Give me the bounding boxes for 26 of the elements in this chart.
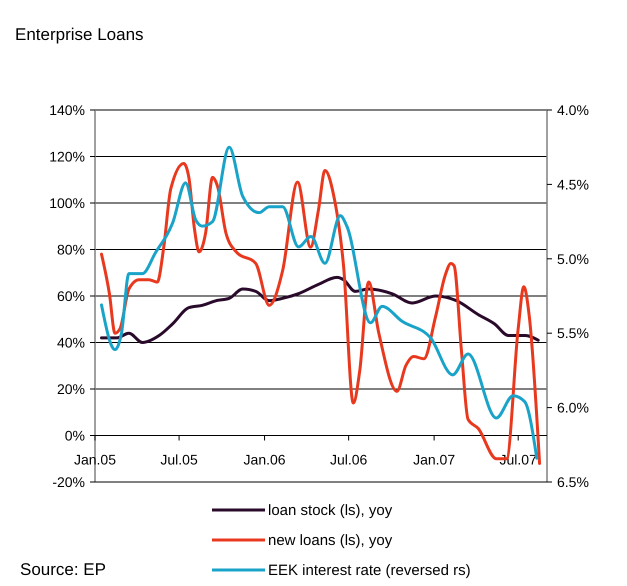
line-series — [100, 276, 540, 344]
y2-tick-label: 5.5% — [557, 325, 589, 342]
source-note: Source: EP — [20, 560, 106, 579]
y-tick-label: 40% — [56, 334, 85, 350]
x-tick-label: Jul.05 — [160, 452, 198, 468]
y-tick-label: -20% — [52, 474, 85, 490]
y2-tick-label: 4.5% — [557, 176, 589, 192]
y-tick-label: 140% — [49, 102, 85, 118]
chart-title: Enterprise Loans — [15, 25, 144, 44]
x-tick-label: Jan.07 — [413, 452, 456, 468]
y2-tick-label: 4.0% — [557, 102, 589, 118]
y-tick-label: 80% — [56, 242, 85, 258]
y-tick-label: 60% — [56, 288, 85, 304]
legend-label: new loans (ls), yoy — [268, 532, 393, 549]
y-tick-label: 0% — [64, 428, 85, 444]
x-tick-label: Jan.05 — [74, 452, 116, 468]
x-tick-label: Jan.06 — [244, 452, 286, 468]
legend-label: loan stock (ls), yoy — [268, 502, 393, 519]
y2-tick-label: 6.0% — [557, 400, 589, 416]
y2-tick-label: 6.5% — [557, 474, 589, 490]
y2-tick-label: 5.0% — [557, 250, 589, 267]
y-tick-label: 120% — [49, 148, 85, 164]
legend-label: EEK interest rate (reversed rs) — [268, 562, 471, 579]
x-tick-label: Jul.06 — [330, 452, 368, 468]
y-tick-label: 100% — [49, 195, 85, 211]
y-tick-label: 20% — [56, 381, 85, 397]
